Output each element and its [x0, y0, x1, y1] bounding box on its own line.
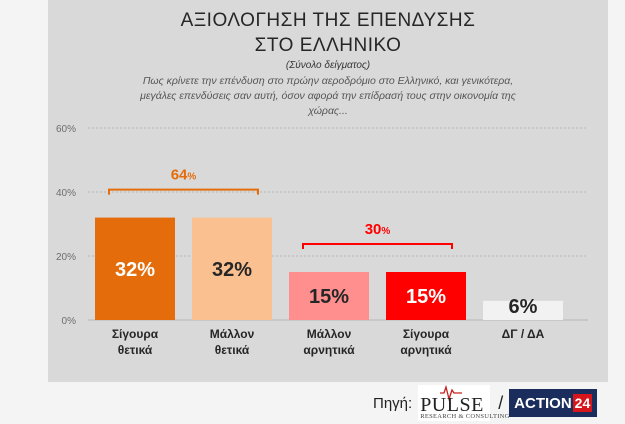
pulse-name: PULSE	[420, 394, 484, 416]
x-category-label: Σίγουρα	[403, 327, 450, 341]
x-category-label: αρνητικά	[400, 343, 452, 357]
question-line2: μεγάλες επενδύσεις σαν αυτή, όσον αφορά …	[140, 90, 516, 102]
bar	[386, 272, 466, 320]
pulse-logo: PULSE RESEARCH & CONSULTING	[418, 385, 509, 421]
action24-logo: ACTION 24	[509, 389, 598, 417]
group-total-label: 64%	[171, 167, 197, 184]
bar-value-label: 15%	[406, 286, 446, 308]
question-line1: Πως κρίνετε την επένδυση στο πρώην αεροδ…	[142, 75, 514, 87]
group-total-label: 30%	[365, 221, 391, 238]
x-category-label: Μάλλον	[307, 327, 352, 341]
group-bracket	[108, 188, 259, 195]
x-category-label: Μάλλον	[210, 327, 255, 341]
group-bracket	[302, 243, 453, 249]
bar-value-label: 32%	[115, 259, 155, 281]
bar-value-label: 6%	[509, 296, 538, 318]
chart-card: ΑΞΙΟΛΟΓΗΣΗ ΤΗΣ ΕΠΕΝΔΥΣΗΣ ΣΤΟ ΕΛΛΗΝΙΚΟ (Σ…	[48, 0, 608, 382]
x-category-label: ΔΓ / ΔΑ	[502, 327, 545, 341]
bar-value-label: 32%	[212, 259, 252, 281]
bar-chart: 0% 20% 40% 60% 32% Σίγουρα θετικά 32% Μάλλον θετι…	[56, 124, 588, 357]
source-credit: Πηγή: PULSE RESEARCH & CONSULTING / ACTI…	[373, 384, 623, 422]
x-category-label: Σίγουρα	[112, 327, 159, 341]
pulse-tagline: RESEARCH & CONSULTING	[420, 413, 510, 420]
chart-subtitle: (Σύνολο δείγματος)	[285, 60, 371, 71]
x-category-label: αρνητικά	[303, 343, 355, 357]
chart-title-line1: ΑΞΙΟΛΟΓΗΣΗ ΤΗΣ ΕΠΕΝΔΥΣΗΣ	[180, 10, 476, 31]
question-line3: χώρας...	[308, 105, 348, 117]
action-number: 24	[572, 394, 593, 412]
y-tick-label: 40%	[56, 188, 76, 199]
bar	[483, 300, 563, 320]
bar	[192, 217, 272, 320]
chart-title-line2: ΣΤΟ ΕΛΛΗΝΙΚΟ	[254, 35, 402, 56]
pulse-wave-icon	[440, 385, 463, 402]
action-name: ACTION	[514, 394, 572, 412]
bar	[95, 217, 175, 320]
y-tick-label: 0%	[62, 316, 77, 327]
bar-value-label: 15%	[309, 286, 349, 308]
x-category-label: θετικά	[215, 343, 250, 357]
source-label: Πηγή:	[373, 394, 413, 412]
bar	[289, 272, 369, 320]
x-category-label: θετικά	[118, 343, 153, 357]
y-tick-label: 20%	[56, 252, 76, 263]
y-tick-label: 60%	[56, 124, 76, 135]
source-separator: /	[498, 392, 504, 413]
